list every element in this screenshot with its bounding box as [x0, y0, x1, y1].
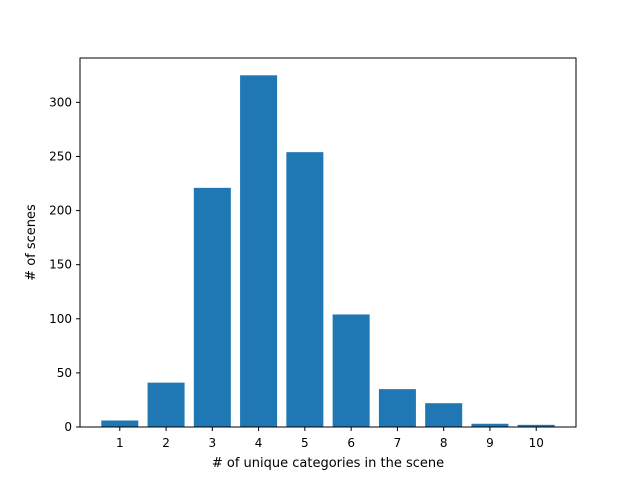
x-tick-label: 9 — [486, 436, 494, 450]
y-axis-label: # of scenes — [24, 204, 39, 281]
y-tick-label: 100 — [49, 312, 72, 326]
bar-8 — [425, 403, 463, 427]
y-tick-label: 0 — [64, 420, 72, 434]
x-tick-label: 5 — [301, 436, 309, 450]
x-tick-label: 3 — [209, 436, 217, 450]
bars-group — [101, 75, 555, 428]
x-tick-label: 8 — [440, 436, 448, 450]
bar-6 — [332, 314, 370, 427]
bar-2 — [147, 382, 185, 427]
x-axis-ticks: 1 2 3 4 5 6 7 8 9 10 — [116, 427, 544, 450]
x-tick-label: 6 — [347, 436, 355, 450]
x-axis-label: # of unique categories in the scene — [212, 456, 444, 471]
bar-4 — [240, 75, 278, 427]
bar-1 — [101, 420, 139, 427]
y-axis-ticks: 0 50 100 150 200 250 300 — [49, 95, 80, 434]
bar-9 — [471, 423, 509, 427]
bar-10 — [517, 424, 555, 427]
plot-frame — [79, 57, 577, 428]
x-tick-label: 7 — [394, 436, 402, 450]
y-tick-label: 300 — [49, 95, 72, 109]
x-tick-label: 2 — [162, 436, 170, 450]
y-tick-label: 50 — [57, 366, 72, 380]
bar-3 — [193, 187, 231, 427]
x-tick-label: 10 — [529, 436, 544, 450]
x-tick-label: 4 — [255, 436, 263, 450]
y-tick-label: 200 — [49, 204, 72, 218]
bar-5 — [286, 152, 324, 428]
bar-7 — [378, 389, 416, 427]
y-tick-label: 250 — [49, 149, 72, 163]
y-tick-label: 150 — [49, 258, 72, 272]
x-tick-label: 1 — [116, 436, 124, 450]
